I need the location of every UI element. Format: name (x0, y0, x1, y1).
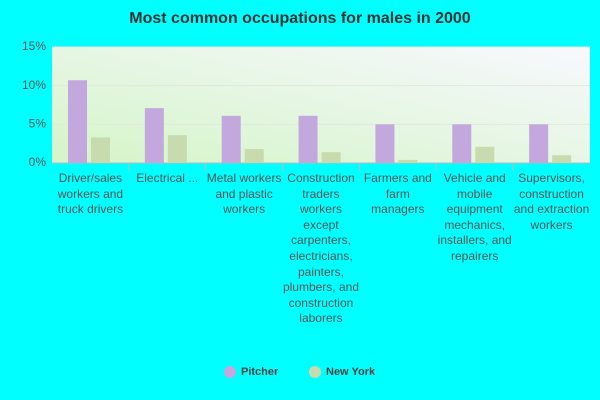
y-tick-label: 15% (22, 39, 46, 53)
bar (144, 108, 164, 163)
bar (298, 115, 318, 163)
chart-title: Most common occupations for males in 200… (129, 10, 471, 27)
y-tick-label: 10% (22, 78, 46, 92)
bar (321, 152, 341, 163)
x-tick-label: Construction traders workers except carp… (282, 171, 359, 326)
bar (91, 137, 110, 163)
bar (529, 124, 549, 163)
x-tick-label: Vehicle and mobile equipment mechanics, … (437, 171, 512, 263)
bar (244, 149, 264, 163)
x-tick-label: Electrical ... (136, 171, 199, 185)
legend-label: New York (326, 366, 376, 378)
bar (375, 124, 395, 163)
bar (167, 135, 187, 163)
legend-swatch (224, 366, 236, 378)
x-tick-label: Driver/sales workers and truck drivers (57, 171, 124, 217)
bar (552, 155, 572, 163)
y-tick-label: 5% (29, 117, 47, 131)
bar (221, 115, 241, 163)
plot-area (52, 47, 590, 163)
bar (68, 80, 87, 163)
x-tick-label: Supervisors, construction and extraction… (513, 171, 590, 232)
y-tick-label: 0% (29, 155, 47, 169)
bar (398, 159, 418, 163)
legend-swatch (309, 366, 321, 378)
x-tick-label: Metal workers and plastic workers (206, 171, 282, 217)
legend-label: Pitcher (241, 366, 279, 378)
x-tick-label: Farmers and farm managers (363, 171, 432, 217)
bar (475, 146, 495, 163)
bar (452, 124, 472, 163)
